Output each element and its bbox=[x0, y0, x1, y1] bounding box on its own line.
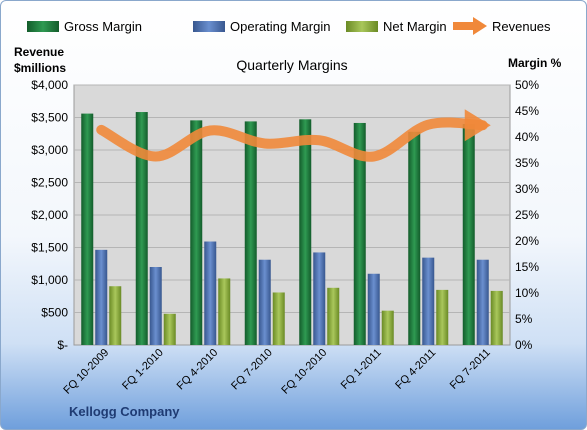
category-label: FQ 7-2010 bbox=[229, 347, 275, 393]
bar-net-margin bbox=[327, 287, 340, 345]
left-tick-label: $- bbox=[57, 338, 68, 352]
right-tick-label: 30% bbox=[515, 182, 539, 196]
right-tick-label: 20% bbox=[515, 234, 539, 248]
bar-operating-margin bbox=[367, 273, 380, 345]
chart-title: Quarterly Margins bbox=[236, 57, 347, 73]
category-label: FQ 10-2010 bbox=[279, 347, 329, 397]
bar-net-margin bbox=[490, 290, 503, 345]
category-label: FQ 7-2011 bbox=[448, 347, 493, 392]
legend-label: Revenues bbox=[492, 19, 551, 34]
bar-net-margin bbox=[109, 286, 122, 345]
left-tick-label: $4,000 bbox=[31, 78, 68, 92]
legend-label: Operating Margin bbox=[230, 19, 330, 34]
legend-swatch-operating-margin bbox=[193, 21, 225, 32]
legend-swatch-arrow bbox=[473, 17, 487, 35]
left-tick-label: $1,000 bbox=[31, 273, 68, 287]
bar-gross-margin bbox=[81, 113, 94, 345]
company-label: Kellogg Company bbox=[69, 404, 180, 419]
bar-operating-margin bbox=[149, 267, 162, 345]
right-tick-label: 5% bbox=[515, 312, 533, 326]
bar-gross-margin bbox=[353, 122, 366, 346]
revenue-arrow-head bbox=[464, 109, 491, 142]
left-tick-label: $1,500 bbox=[31, 241, 68, 255]
bar-net-margin bbox=[436, 289, 449, 345]
bar-net-margin bbox=[381, 310, 394, 345]
bar-operating-margin bbox=[95, 249, 108, 345]
bar-gross-margin bbox=[462, 124, 475, 345]
bar-operating-margin bbox=[204, 241, 217, 345]
bar-gross-margin bbox=[299, 119, 312, 345]
legend-swatch-net-margin bbox=[346, 21, 378, 32]
left-tick-label: $2,500 bbox=[31, 176, 68, 190]
bar-operating-margin bbox=[313, 252, 326, 345]
right-tick-label: 10% bbox=[515, 286, 539, 300]
bar-operating-margin bbox=[476, 259, 489, 345]
right-tick-label: 15% bbox=[515, 260, 539, 274]
bar-net-margin bbox=[163, 313, 176, 345]
right-tick-label: 45% bbox=[515, 104, 539, 118]
category-label: FQ 1-2011 bbox=[339, 347, 384, 392]
legend-swatch-gross-margin bbox=[27, 21, 59, 32]
bar-net-margin bbox=[218, 278, 231, 345]
right-tick-label: 0% bbox=[515, 338, 533, 352]
bar-operating-margin bbox=[258, 259, 271, 345]
legend-label: Net Margin bbox=[383, 19, 447, 34]
bar-gross-margin bbox=[408, 131, 421, 345]
category-label: FQ 4-2010 bbox=[175, 347, 221, 393]
bar-gross-margin bbox=[190, 120, 203, 345]
right-tick-label: 35% bbox=[515, 156, 539, 170]
bar-operating-margin bbox=[422, 257, 435, 345]
revenue-line bbox=[96, 117, 488, 162]
right-tick-label: 40% bbox=[515, 130, 539, 144]
bar-gross-margin bbox=[135, 112, 148, 345]
left-tick-label: $3,500 bbox=[31, 111, 68, 125]
category-label: FQ 4-2011 bbox=[393, 347, 438, 392]
left-axis-title-line2: $millions bbox=[14, 61, 66, 75]
category-label: FQ 1-2010 bbox=[120, 347, 166, 393]
left-tick-label: $3,000 bbox=[31, 143, 68, 157]
legend-label: Gross Margin bbox=[64, 19, 142, 34]
right-axis-title: Margin % bbox=[508, 56, 562, 70]
right-tick-label: 25% bbox=[515, 208, 539, 222]
bar-gross-margin bbox=[244, 121, 257, 346]
category-label: FQ 10-2009 bbox=[61, 347, 111, 397]
right-tick-label: 50% bbox=[515, 78, 539, 92]
left-tick-label: $2,000 bbox=[31, 208, 68, 222]
bar-net-margin bbox=[272, 292, 285, 345]
left-axis-title-line1: Revenue bbox=[14, 45, 64, 59]
left-tick-label: $500 bbox=[41, 306, 68, 320]
